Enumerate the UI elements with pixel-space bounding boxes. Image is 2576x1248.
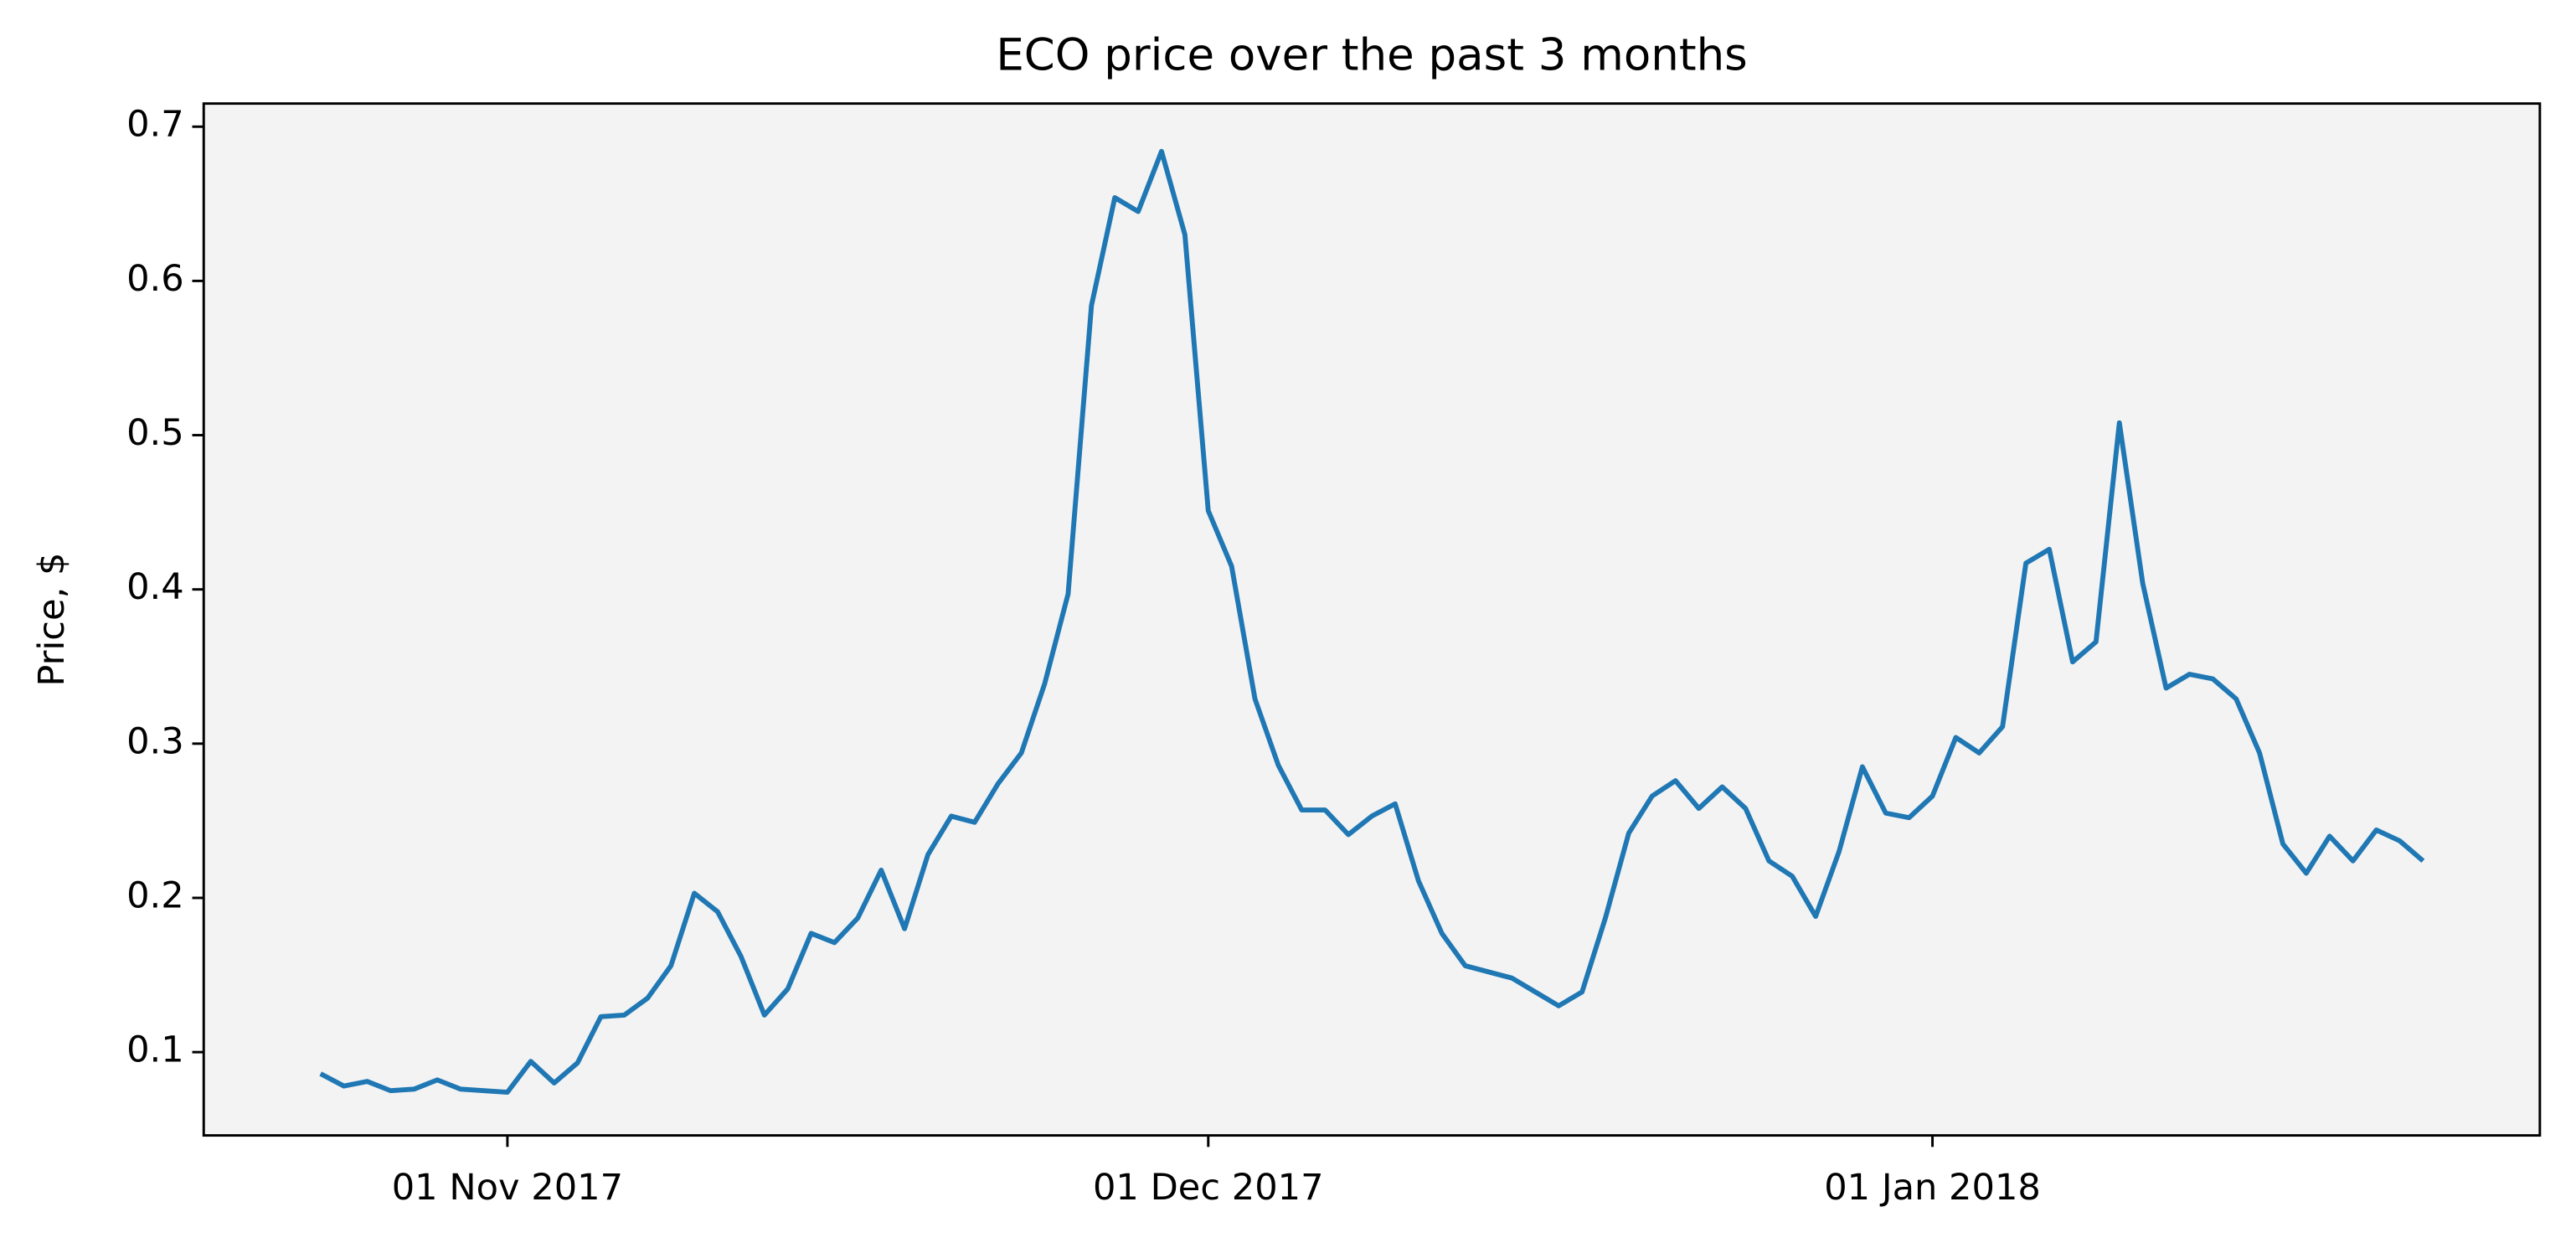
y-tick-label: 0.5 xyxy=(126,412,184,454)
x-tick-label: 01 Jan 2018 xyxy=(1824,1167,2041,1209)
price-line xyxy=(319,148,2425,1095)
x-tick-label: 01 Dec 2017 xyxy=(1093,1167,1324,1209)
y-tick-label: 0.1 xyxy=(126,1029,184,1071)
plot-area xyxy=(204,103,2540,1136)
x-tick-label: 01 Nov 2017 xyxy=(392,1167,623,1209)
y-tick-label: 0.4 xyxy=(126,566,184,608)
y-axis-label: Price, $ xyxy=(31,553,73,687)
chart-title: ECO price over the past 3 months xyxy=(996,29,1747,80)
plot-frame xyxy=(202,102,2542,1137)
y-tick-label: 0.2 xyxy=(126,874,184,916)
y-tick-label: 0.3 xyxy=(126,720,184,762)
y-tick-label: 0.7 xyxy=(126,104,184,146)
y-tick-label: 0.6 xyxy=(126,258,184,300)
